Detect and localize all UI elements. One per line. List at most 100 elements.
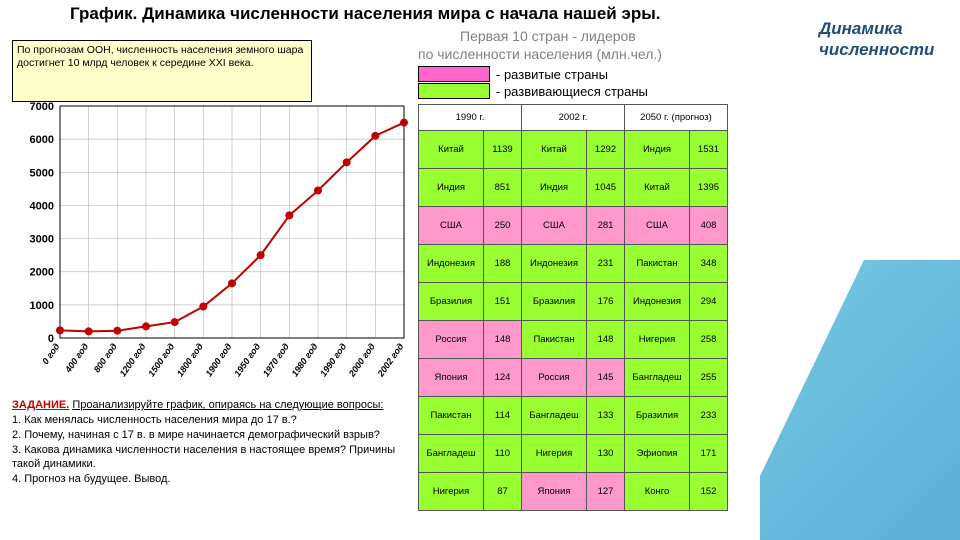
value-cell: 1292 <box>587 131 625 169</box>
country-cell: Россия <box>419 321 484 359</box>
country-cell: Китай <box>522 131 587 169</box>
svg-text:1000: 1000 <box>30 300 54 312</box>
value-cell: 114 <box>484 397 522 435</box>
country-cell: Россия <box>522 359 587 397</box>
table-title-2: по численности населения (млн.чел.) <box>418 46 662 62</box>
task-intro: Проанализируйте график, опираясь на след… <box>72 399 383 411</box>
country-cell: Япония <box>419 359 484 397</box>
countries-table: 1990 г.2002 г.2050 г. (прогноз)Китай1139… <box>418 104 728 511</box>
table-row: Китай1139Китай1292Индия1531 <box>419 131 728 169</box>
task-block: ЗАДАНИЕ. Проанализируйте график, опираяс… <box>12 398 412 487</box>
svg-text:1500 год: 1500 год <box>146 341 176 378</box>
value-cell: 171 <box>690 435 728 473</box>
slide-side-title: Динамика численности <box>819 18 954 61</box>
value-cell: 231 <box>587 245 625 283</box>
svg-text:1800 год: 1800 год <box>175 341 205 378</box>
table-header-row: 1990 г.2002 г.2050 г. (прогноз) <box>419 105 728 131</box>
slide: График. Динамика численности населения м… <box>0 0 960 540</box>
svg-text:3000: 3000 <box>30 234 54 246</box>
value-cell: 148 <box>484 321 522 359</box>
table-year-header: 2002 г. <box>522 105 625 131</box>
svg-text:2002 год: 2002 год <box>375 341 406 379</box>
country-cell: Индия <box>419 169 484 207</box>
svg-text:0 год: 0 год <box>40 341 62 366</box>
value-cell: 258 <box>690 321 728 359</box>
country-cell: Нигерия <box>522 435 587 473</box>
prognosis-box: По прогнозам ООН, численность населения … <box>12 40 312 102</box>
table-year-header: 1990 г. <box>419 105 522 131</box>
task-q2: 2. Почему, начиная с 17 в. в мире начина… <box>12 429 380 441</box>
value-cell: 1045 <box>587 169 625 207</box>
value-cell: 148 <box>587 321 625 359</box>
task-q1: 1. Как менялась численность населения ми… <box>12 414 297 426</box>
legend-developed: - развитые страны <box>418 66 648 82</box>
value-cell: 127 <box>587 473 625 511</box>
table-row: Индия851Индия1045Китай1395 <box>419 169 728 207</box>
country-cell: Бразилия <box>625 397 690 435</box>
table-row: Япония124Россия145Бангладеш255 <box>419 359 728 397</box>
value-cell: 152 <box>690 473 728 511</box>
country-cell: Индонезия <box>419 245 484 283</box>
svg-text:1990 год: 1990 год <box>318 341 348 378</box>
country-cell: Индия <box>522 169 587 207</box>
country-cell: Бразилия <box>522 283 587 321</box>
value-cell: 348 <box>690 245 728 283</box>
country-cell: Бангладеш <box>522 397 587 435</box>
value-cell: 1395 <box>690 169 728 207</box>
task-q3: 3. Какова динамика численности населения… <box>12 444 395 471</box>
value-cell: 151 <box>484 283 522 321</box>
task-q4: 4. Прогноз на будущее. Вывод. <box>12 473 171 485</box>
value-cell: 133 <box>587 397 625 435</box>
table-year-header: 2050 г. (прогноз) <box>625 105 728 131</box>
value-cell: 110 <box>484 435 522 473</box>
table-row: Бразилия151Бразилия176Индонезия294 <box>419 283 728 321</box>
country-cell: Эфиопия <box>625 435 690 473</box>
table-row: Пакистан114Бангладеш133Бразилия233 <box>419 397 728 435</box>
country-cell: Индонезия <box>625 283 690 321</box>
svg-text:5000: 5000 <box>30 167 54 179</box>
country-cell: Пакистан <box>419 397 484 435</box>
legend-developing: - развивающиеся страны <box>418 83 648 99</box>
value-cell: 851 <box>484 169 522 207</box>
svg-text:6000: 6000 <box>30 134 54 146</box>
country-cell: США <box>419 207 484 245</box>
country-cell: Пакистан <box>625 245 690 283</box>
svg-text:1970 год: 1970 год <box>261 341 291 378</box>
svg-text:7000: 7000 <box>30 101 54 113</box>
table-row: США250США281США408 <box>419 207 728 245</box>
country-cell: Индия <box>625 131 690 169</box>
value-cell: 255 <box>690 359 728 397</box>
table-title-1: Первая 10 стран - лидеров <box>460 28 636 44</box>
value-cell: 250 <box>484 207 522 245</box>
country-cell: Конго <box>625 473 690 511</box>
svg-text:2000: 2000 <box>30 267 54 279</box>
value-cell: 1139 <box>484 131 522 169</box>
legend: - развитые страны - развивающиеся страны <box>418 66 648 100</box>
country-cell: Нигерия <box>419 473 484 511</box>
value-cell: 124 <box>484 359 522 397</box>
svg-text:1200 год: 1200 год <box>118 341 148 378</box>
legend-label-developed: - развитые страны <box>496 67 608 82</box>
country-cell: Бразилия <box>419 283 484 321</box>
chart-svg: 010002000300040005000600070000 год400 го… <box>12 100 412 400</box>
value-cell: 145 <box>587 359 625 397</box>
value-cell: 233 <box>690 397 728 435</box>
value-cell: 176 <box>587 283 625 321</box>
svg-text:400 год: 400 год <box>63 341 91 375</box>
value-cell: 294 <box>690 283 728 321</box>
svg-text:1980 год: 1980 год <box>290 341 320 378</box>
legend-swatch-developing <box>418 83 490 99</box>
main-title: График. Динамика численности населения м… <box>70 4 660 24</box>
country-cell: Япония <box>522 473 587 511</box>
country-cell: Бангладеш <box>419 435 484 473</box>
table-row: Россия148Пакистан148Нигерия258 <box>419 321 728 359</box>
task-heading: ЗАДАНИЕ. <box>12 399 69 411</box>
table-row: Индонезия188Индонезия231Пакистан348 <box>419 245 728 283</box>
country-cell: Китай <box>419 131 484 169</box>
value-cell: 408 <box>690 207 728 245</box>
svg-text:800 год: 800 год <box>92 341 119 374</box>
value-cell: 87 <box>484 473 522 511</box>
value-cell: 130 <box>587 435 625 473</box>
value-cell: 1531 <box>690 131 728 169</box>
svg-text:4000: 4000 <box>30 200 54 212</box>
